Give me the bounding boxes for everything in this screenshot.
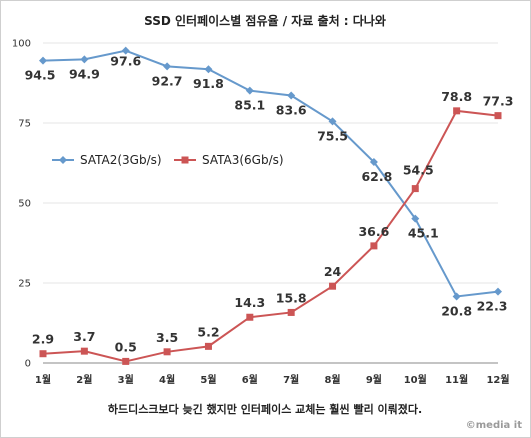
x-tick-label: 9월 <box>366 374 382 386</box>
y-tick-label: 0 <box>25 359 31 370</box>
x-tick-label: 6월 <box>242 374 258 386</box>
data-point <box>452 292 461 301</box>
data-label: 94.9 <box>69 66 100 81</box>
legend-label: SATA3(6Gb/s) <box>202 153 284 167</box>
data-point <box>328 117 337 126</box>
x-tick-label: 8월 <box>324 374 340 386</box>
data-point <box>245 86 254 95</box>
data-label: 14.3 <box>234 295 265 310</box>
data-point <box>204 65 213 74</box>
y-tick-label: 50 <box>18 199 31 210</box>
data-label: 97.6 <box>110 54 141 69</box>
legend-marker <box>59 156 67 164</box>
data-label: 91.8 <box>193 76 224 91</box>
data-label: 92.7 <box>152 73 183 88</box>
data-label: 0.5 <box>115 339 137 354</box>
data-point <box>287 91 296 100</box>
data-label: 20.8 <box>441 303 472 318</box>
grid <box>43 42 498 364</box>
data-point <box>39 350 47 358</box>
data-point <box>122 357 130 365</box>
data-label: 5.2 <box>197 324 219 339</box>
legend-marker <box>181 156 189 164</box>
data-point <box>163 348 171 356</box>
legend: SATA2(3Gb/s) SATA3(6Gb/s) <box>52 153 284 167</box>
x-tick-label: 2월 <box>76 374 92 386</box>
data-label: 78.8 <box>441 89 472 104</box>
series-group <box>39 46 502 365</box>
data-point <box>329 282 337 290</box>
y-axis: 0 25 50 75 100 <box>12 39 31 370</box>
x-tick-label: 4월 <box>159 374 175 386</box>
data-point <box>121 46 130 55</box>
data-label: 36.6 <box>358 224 389 239</box>
watermark: ©media it <box>466 420 522 431</box>
data-label: 2.9 <box>32 332 54 347</box>
x-tick-label: 3월 <box>118 374 134 386</box>
data-point <box>204 342 212 350</box>
data-label: 85.1 <box>234 98 265 113</box>
data-point <box>80 55 89 64</box>
x-tick-label: 12월 <box>486 374 509 386</box>
data-point <box>411 214 420 223</box>
x-tick-label: 1월 <box>35 374 51 386</box>
data-label: 22.3 <box>477 299 508 314</box>
data-point <box>163 62 172 71</box>
x-axis: 1월 2월 3월 4월 5월 6월 7월 8월 9월 10월 11월 12월 <box>35 374 510 386</box>
legend-label: SATA2(3Gb/s) <box>80 153 162 167</box>
data-label: 24 <box>324 264 342 279</box>
data-point <box>453 107 461 115</box>
data-label: 77.3 <box>483 94 514 109</box>
x-tick-label: 7월 <box>283 374 299 386</box>
series-line-sata3 <box>42 109 499 363</box>
y-tick-label: 100 <box>12 39 31 50</box>
data-point <box>80 347 88 355</box>
x-tick-label: 10월 <box>404 374 427 386</box>
data-point <box>494 287 502 296</box>
data-label: 75.5 <box>317 128 348 143</box>
data-point <box>287 308 295 316</box>
chart-caption: 하드디스크보다 늦긴 했지만 인터페이스 교체는 훨씬 빨리 이뤄졌다. <box>108 402 422 416</box>
series-line-sata2 <box>42 49 499 298</box>
chart-title: SSD 인터페이스별 점유율 / 자료 출처 : 다나와 <box>144 13 386 28</box>
data-label: 15.8 <box>276 290 307 305</box>
y-tick-label: 75 <box>18 119 31 130</box>
data-point <box>369 158 378 167</box>
data-label: 94.5 <box>25 68 56 83</box>
data-point <box>39 56 47 65</box>
x-tick-label: 11월 <box>445 374 468 386</box>
data-label: 45.1 <box>408 226 439 241</box>
data-point <box>246 313 254 321</box>
data-point <box>411 185 419 193</box>
data-point <box>494 112 502 120</box>
data-labels: 94.5 94.9 97.6 92.7 91.8 85.1 83.6 75.5 62.8 45.1… <box>25 54 514 355</box>
data-point <box>370 242 378 250</box>
data-label: 3.7 <box>73 329 95 344</box>
x-tick-label: 5월 <box>200 374 216 386</box>
data-label: 83.6 <box>276 102 307 117</box>
data-label: 54.5 <box>403 163 434 178</box>
data-label: 62.8 <box>361 169 392 184</box>
y-tick-label: 25 <box>18 279 31 290</box>
data-label: 3.5 <box>156 330 178 345</box>
